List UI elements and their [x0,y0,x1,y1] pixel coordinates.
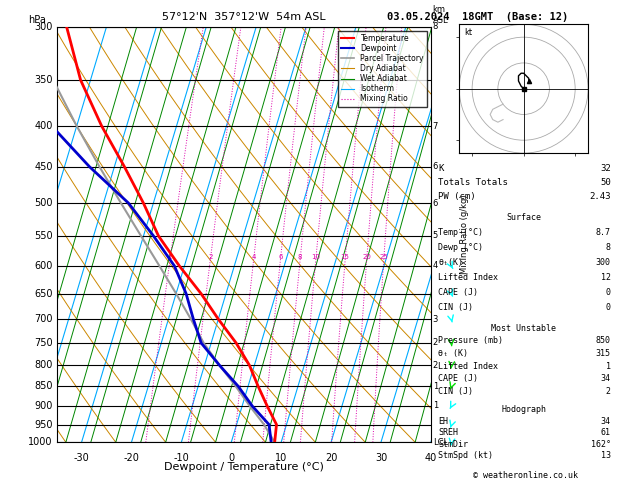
Text: 4: 4 [433,261,438,270]
Text: 900: 900 [35,401,53,411]
Text: PW (cm): PW (cm) [438,192,476,201]
Text: 450: 450 [35,162,53,172]
Text: 600: 600 [35,261,53,271]
Text: km
ASL: km ASL [433,5,448,25]
Text: 8: 8 [298,254,303,260]
Text: 1: 1 [433,382,438,391]
Text: -20: -20 [123,452,140,463]
Text: 550: 550 [34,231,53,241]
Text: 300: 300 [596,258,611,267]
Text: 1: 1 [433,401,438,410]
Text: Totals Totals: Totals Totals [438,178,508,187]
Text: 4: 4 [252,254,256,260]
Text: 61: 61 [601,428,611,437]
Text: hPa: hPa [28,15,47,25]
Text: CIN (J): CIN (J) [438,303,473,312]
Text: 315: 315 [596,349,611,358]
Text: 0: 0 [606,303,611,312]
Text: 0: 0 [228,452,235,463]
Text: 6: 6 [433,162,438,171]
Text: 3: 3 [433,314,438,324]
Text: 2: 2 [433,338,438,347]
Text: 50: 50 [600,178,611,187]
Text: 850: 850 [596,336,611,345]
Text: 800: 800 [35,360,53,370]
Text: K: K [438,164,443,173]
Text: 8: 8 [606,243,611,252]
Text: Lifted Index: Lifted Index [438,273,498,282]
Text: 20: 20 [362,254,371,260]
Text: 400: 400 [35,121,53,131]
Text: CAPE (J): CAPE (J) [438,288,478,297]
Text: Most Unstable: Most Unstable [491,324,556,332]
Text: 32: 32 [600,164,611,173]
Text: Hodograph: Hodograph [501,405,546,415]
Text: 34: 34 [601,417,611,426]
Text: 6: 6 [278,254,282,260]
Text: 10: 10 [311,254,320,260]
Text: 2: 2 [208,254,213,260]
Text: Dewp (°C): Dewp (°C) [438,243,483,252]
Text: 162°: 162° [591,440,611,449]
Text: EH: EH [438,417,448,426]
Text: 950: 950 [35,419,53,430]
Text: 300: 300 [35,22,53,32]
Text: 7: 7 [433,122,438,131]
Text: SREH: SREH [438,428,459,437]
Text: Mixing Ratio (g/kg): Mixing Ratio (g/kg) [460,195,469,274]
Text: 750: 750 [34,338,53,348]
Text: 700: 700 [35,314,53,324]
Text: 57°12'N  357°12'W  54m ASL: 57°12'N 357°12'W 54m ASL [162,12,326,22]
Text: 2.43: 2.43 [589,192,611,201]
Text: 5: 5 [433,231,438,241]
Text: 15: 15 [341,254,350,260]
Text: 1: 1 [168,254,172,260]
Text: Surface: Surface [506,213,541,222]
Text: 10: 10 [275,452,287,463]
Text: CAPE (J): CAPE (J) [438,374,478,383]
Text: 2: 2 [606,387,611,396]
Text: 40: 40 [425,452,437,463]
Text: -30: -30 [74,452,89,463]
Text: θₜ(K): θₜ(K) [438,258,464,267]
Text: Lifted Index: Lifted Index [438,362,498,371]
Text: Pressure (mb): Pressure (mb) [438,336,503,345]
Text: 30: 30 [375,452,387,463]
Text: 25: 25 [379,254,388,260]
Text: 03.05.2024  18GMT  (Base: 12): 03.05.2024 18GMT (Base: 12) [387,12,569,22]
Text: 0: 0 [606,288,611,297]
Text: 12: 12 [601,273,611,282]
Text: 8.7: 8.7 [596,228,611,237]
Text: 34: 34 [601,374,611,383]
Text: 13: 13 [601,451,611,460]
Text: © weatheronline.co.uk: © weatheronline.co.uk [473,471,577,480]
Text: StmSpd (kt): StmSpd (kt) [438,451,493,460]
Text: θₜ (K): θₜ (K) [438,349,468,358]
Text: Temp (°C): Temp (°C) [438,228,483,237]
Text: 6: 6 [433,199,438,208]
Text: StmDir: StmDir [438,440,468,449]
Text: 650: 650 [35,289,53,298]
Text: LCL: LCL [433,438,448,447]
Text: kt: kt [464,28,472,36]
Text: 350: 350 [35,75,53,85]
Text: CIN (J): CIN (J) [438,387,473,396]
Text: -10: -10 [174,452,189,463]
X-axis label: Dewpoint / Temperature (°C): Dewpoint / Temperature (°C) [164,462,324,472]
Text: 850: 850 [35,381,53,391]
Text: 2: 2 [433,361,438,370]
Text: 20: 20 [325,452,337,463]
Text: 500: 500 [35,198,53,208]
Text: 8: 8 [433,22,438,31]
Text: 1: 1 [606,362,611,371]
Text: 1000: 1000 [28,437,53,447]
Legend: Temperature, Dewpoint, Parcel Trajectory, Dry Adiabat, Wet Adiabat, Isotherm, Mi: Temperature, Dewpoint, Parcel Trajectory… [338,31,427,106]
